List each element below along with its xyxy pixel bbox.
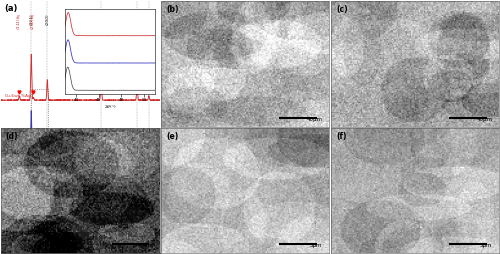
Text: (220): (220) bbox=[99, 13, 103, 25]
Text: (d): (d) bbox=[6, 132, 18, 141]
Text: 5μm: 5μm bbox=[310, 243, 322, 248]
Text: Cu: Cu bbox=[4, 198, 10, 202]
Text: (c): (c) bbox=[336, 5, 347, 14]
Text: (111): (111) bbox=[29, 13, 33, 25]
Text: 40μm: 40μm bbox=[476, 117, 492, 122]
Text: (111)$_\mathrm{Ag}$: (111)$_\mathrm{Ag}$ bbox=[15, 13, 24, 30]
Text: (311): (311) bbox=[135, 13, 139, 25]
Text: Cu #04-0836: Cu #04-0836 bbox=[130, 243, 156, 247]
Text: (e): (e) bbox=[166, 132, 178, 141]
Text: (222): (222) bbox=[147, 13, 151, 25]
Text: (200): (200) bbox=[46, 13, 50, 25]
Text: (b): (b) bbox=[166, 5, 178, 14]
Text: Cu-2wt.%Ag: Cu-2wt.%Ag bbox=[4, 150, 32, 154]
Text: (200)$_\mathrm{Ag}$: (200)$_\mathrm{Ag}$ bbox=[29, 13, 38, 30]
Text: (f): (f) bbox=[336, 132, 346, 141]
Text: 5μm: 5μm bbox=[480, 243, 492, 248]
Bar bbox=[30, 89, 48, 159]
Text: (a): (a) bbox=[4, 4, 18, 12]
Text: Cu-6wt.%Ag: Cu-6wt.%Ag bbox=[4, 93, 32, 98]
Text: 40μm: 40μm bbox=[306, 117, 322, 122]
Text: Ag #65-2871: Ag #65-2871 bbox=[130, 233, 156, 237]
Text: 40μm: 40μm bbox=[138, 243, 154, 248]
